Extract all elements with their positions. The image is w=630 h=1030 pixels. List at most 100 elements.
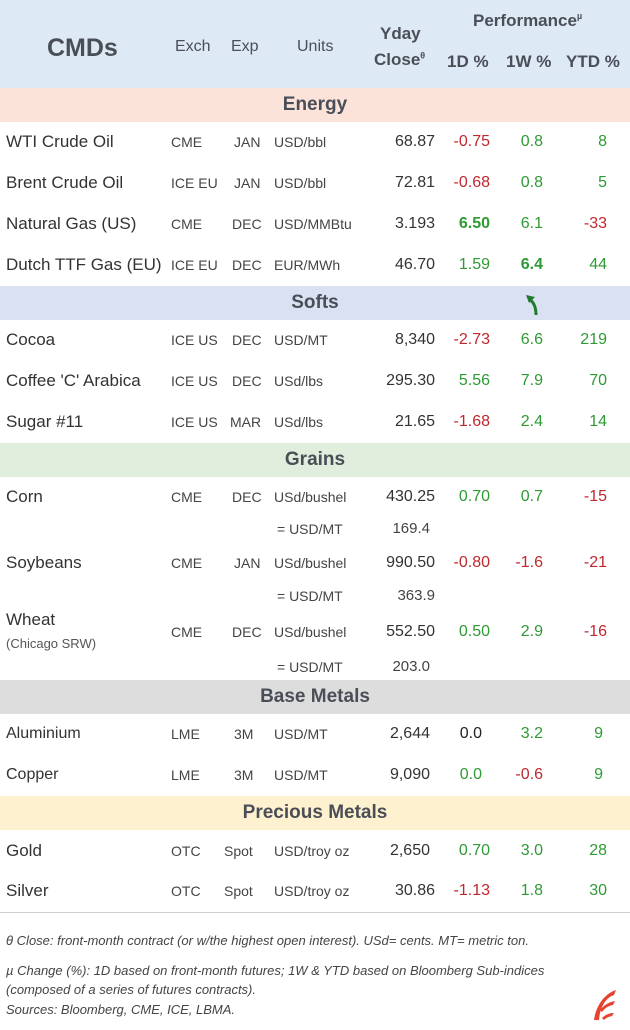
close-value: 552.50 [386,623,435,640]
change-ytd: -33 [583,215,607,232]
change-1d: 0.0 [459,725,482,742]
change-1w: 7.9 [520,372,543,389]
footnote-sources: Sources: Bloomberg, CME, ICE, LBMA. [6,1002,236,1017]
exchange: ICE US [171,332,218,348]
section-base-metals: Base Metals [0,680,630,714]
close-value: 2,650 [389,842,430,859]
section-precious-metals: Precious Metals [0,796,630,830]
close-value: 21.65 [394,413,435,430]
change-1d: -1.68 [453,413,490,430]
units: USD/bbl [274,134,327,150]
change-1w: 0.8 [520,133,543,150]
table-row: Brent Crude Oil ICE EU JAN USD/bbl 72.81… [0,168,630,198]
change-ytd: 30 [589,882,607,899]
change-1d: -2.73 [453,331,490,348]
exchange: CME [171,624,203,640]
expiry: DEC [232,373,262,389]
alt-units: = USD/MT [277,521,343,537]
table-row: Wheat [0,605,630,635]
commodity-subname: (Chicago SRW) [6,636,97,651]
alt-close-value: 203.0 [392,658,430,675]
expiry: JAN [234,134,261,150]
table-row: Natural Gas (US) CME DEC USD/MMBtu 3.193… [0,209,630,239]
expiry: DEC [232,257,262,273]
col-exp: Exp [231,38,259,55]
change-1w: 0.8 [520,174,543,191]
commodity-name: Corn [6,487,43,506]
units: USD/troy oz [274,883,350,899]
commodity-name: Silver [6,881,49,900]
change-1w: 6.1 [520,215,543,232]
change-1d: 6.50 [458,215,490,232]
exchange: ICE US [171,414,218,430]
units: USD/MT [274,726,328,742]
change-1d: 0.70 [458,842,490,859]
table-row: Coffee 'C' Arabica ICE US DEC USd/lbs 29… [0,366,630,396]
close-value: 8,340 [394,331,435,348]
alt-close-value: 169.4 [392,520,430,537]
alt-close-value: 363.9 [397,587,435,604]
change-ytd: -15 [583,488,607,505]
change-1w: 6.4 [520,256,543,273]
expiry: DEC [232,332,262,348]
commodity-name: Natural Gas (US) [6,214,137,233]
table-row: Silver OTC Spot USD/troy oz 30.86 -1.13 … [0,876,630,906]
exchange: CME [171,216,203,232]
change-ytd: 70 [589,372,607,389]
expiry: 3M [234,726,254,742]
close-value: 2,644 [389,725,430,742]
close-value: 3.193 [394,215,435,232]
expiry: DEC [232,216,262,232]
change-1w: 3.0 [520,842,543,859]
commodity-name: Wheat [6,610,56,629]
commodity-name: Gold [6,841,42,860]
units: USD/troy oz [274,843,350,859]
change-1w: 6.6 [520,331,543,348]
units: USD/MT [274,767,328,783]
change-ytd: 8 [598,133,607,150]
units: USD/MT [274,332,328,348]
commodity-name: Cocoa [6,330,56,349]
commodity-name: Soybeans [6,553,82,572]
change-1w: 2.9 [520,623,543,640]
col-1d: 1D % [447,52,489,71]
brand-logo-icon [594,990,616,1020]
expiry: JAN [234,175,261,191]
change-1d: -0.68 [453,174,490,191]
expiry: MAR [230,414,262,430]
exchange: ICE EU [171,257,218,273]
commodity-name: Dutch TTF Gas (EU) [6,255,162,274]
change-1d: 0.70 [458,488,490,505]
section-grains: Grains [0,443,630,477]
exchange: CME [171,489,203,505]
change-1w: 2.4 [520,413,543,430]
units: USd/lbs [274,414,324,430]
change-1w: 3.2 [520,725,543,742]
close-value: 72.81 [394,174,435,191]
footer-divider [0,912,630,913]
section-softs: Softs [0,286,630,320]
table-row: Gold OTC Spot USD/troy oz 2,650 0.70 3.0… [0,836,630,866]
commodity-name: Copper [6,766,59,783]
exchange: OTC [171,843,201,859]
change-ytd: 219 [580,331,607,348]
commodity-name: Coffee 'C' Arabica [6,371,141,390]
table-row: Copper LME 3M USD/MT 9,090 0.0 -0.6 9 [0,760,630,790]
table-row-conversion: = USD/MT 363.9 [0,581,630,611]
exchange: OTC [171,883,201,899]
col-1w: 1W % [506,52,552,71]
units: USD/bbl [274,175,327,191]
col-performance: Performanceµ [473,11,583,30]
table-row: CME DEC USd/bushel 552.50 0.50 2.9 -16 [0,617,630,647]
section-energy: Energy [0,88,630,122]
change-1w: 0.7 [520,488,543,505]
close-value: 9,090 [389,766,430,783]
change-1d: 0.50 [458,623,490,640]
close-value: 30.86 [394,882,435,899]
commodity-name: Sugar #11 [6,412,84,431]
table-row: Soybeans CME JAN USd/bushel 990.50 -0.80… [0,548,630,578]
change-ytd: 9 [594,725,603,742]
change-ytd: 28 [589,842,607,859]
table-row: Dutch TTF Gas (EU) ICE EU DEC EUR/MWh 46… [0,250,630,280]
change-1w: 1.8 [520,882,543,899]
